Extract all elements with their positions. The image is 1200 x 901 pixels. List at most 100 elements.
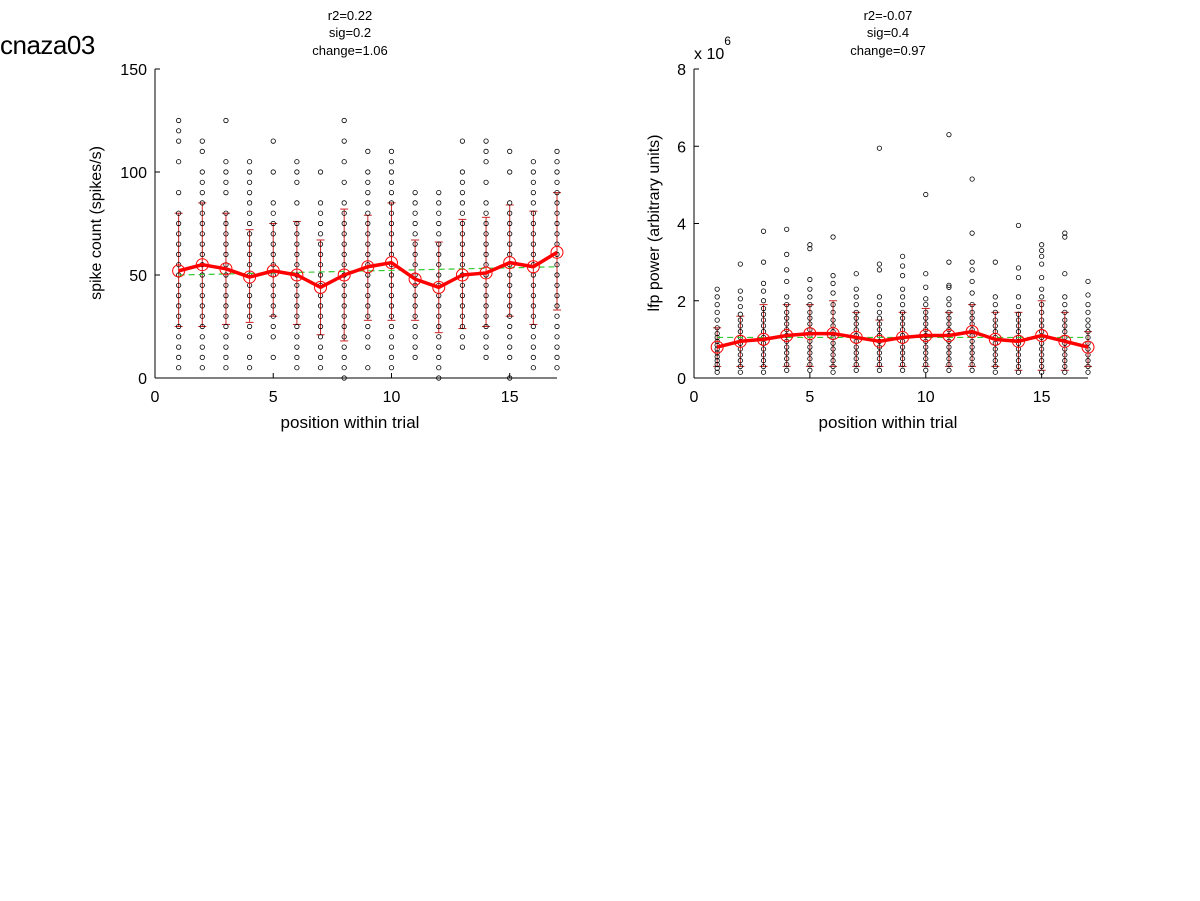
y-tick-label: 4 [677,217,686,234]
data-point [176,251,182,257]
data-point [714,294,720,300]
data-point [853,356,859,362]
data-point [899,361,906,368]
data-point [412,231,418,237]
data-point [365,220,371,227]
mean-marker [219,262,233,276]
data-point [294,292,300,299]
data-point [554,200,560,206]
data-point [1015,352,1022,358]
data-point [784,350,790,356]
data-point [436,313,442,319]
data-point [341,323,347,330]
data-point [1015,369,1022,375]
data-point [507,241,513,247]
data-point [1062,294,1068,300]
data-point [270,323,276,330]
data-point [784,309,790,315]
data-point [784,278,790,285]
x-tick-label: 5 [805,389,814,406]
data-point [365,148,371,154]
data-point [270,282,276,288]
mean-line [716,329,1089,349]
data-point [246,354,253,360]
data-point [554,148,560,154]
data-point [554,344,560,350]
data-point [507,169,513,175]
data-point [294,282,300,288]
data-point [270,262,276,268]
data-point [899,321,906,327]
data-point [784,226,790,232]
data-point [412,210,418,216]
data-point [176,262,182,268]
data-point [176,334,182,340]
data-point [1085,309,1091,315]
data-point [294,313,300,319]
data-point [341,375,347,381]
data-point [246,251,253,257]
chart-annotation-sig: sig=0.2 [329,25,371,40]
data-point [876,356,883,362]
data-point [1015,358,1022,364]
data-point [807,315,813,321]
data-point [1039,317,1045,323]
chart-annotation-sig: sig=0.4 [867,25,909,40]
data-point [436,375,442,381]
data-point [830,317,836,323]
data-point [737,358,743,364]
data-point [784,356,790,362]
data-point [992,294,998,300]
data-point [199,200,205,206]
data-point [294,365,300,371]
data-point [899,294,906,300]
chart-annotation-change: change=1.06 [312,43,388,58]
mean-marker [243,270,257,284]
data-point [530,200,536,206]
data-point [876,302,883,308]
data-point [807,350,813,356]
data-point [483,313,489,319]
data-point [530,282,536,288]
data-point [714,317,720,323]
data-point [223,190,229,196]
data-point [760,259,767,265]
data-point [876,145,883,151]
data-point [1039,358,1045,364]
data-point [388,354,395,360]
data-point [760,369,767,375]
data-point [176,344,182,350]
data-point [760,363,767,370]
data-point [507,334,513,340]
data-point [1015,363,1022,370]
y-axis-label: spike count (spikes/s) [88,146,105,300]
data-point [714,369,720,375]
data-point [853,271,859,277]
data-point [459,210,466,216]
data-point [483,231,489,237]
data-point [876,294,883,300]
data-point [760,228,767,234]
data-point [317,313,324,319]
data-point [946,367,952,373]
data-point [1062,352,1068,358]
data-point [459,169,466,175]
data-point [317,231,324,237]
mean-marker [780,329,794,343]
data-point [530,303,536,309]
data-point [530,334,536,340]
data-point [483,354,489,360]
data-point [412,334,418,340]
y-tick-label: 150 [120,62,147,79]
data-point [807,246,813,252]
data-point [246,159,253,165]
data-point [784,367,790,373]
data-point [459,303,466,309]
data-point [294,159,300,165]
data-point [507,354,513,360]
data-point [365,292,371,299]
data-point [459,179,466,185]
data-point [388,200,395,206]
data-point [1015,317,1022,323]
data-point [223,313,229,319]
